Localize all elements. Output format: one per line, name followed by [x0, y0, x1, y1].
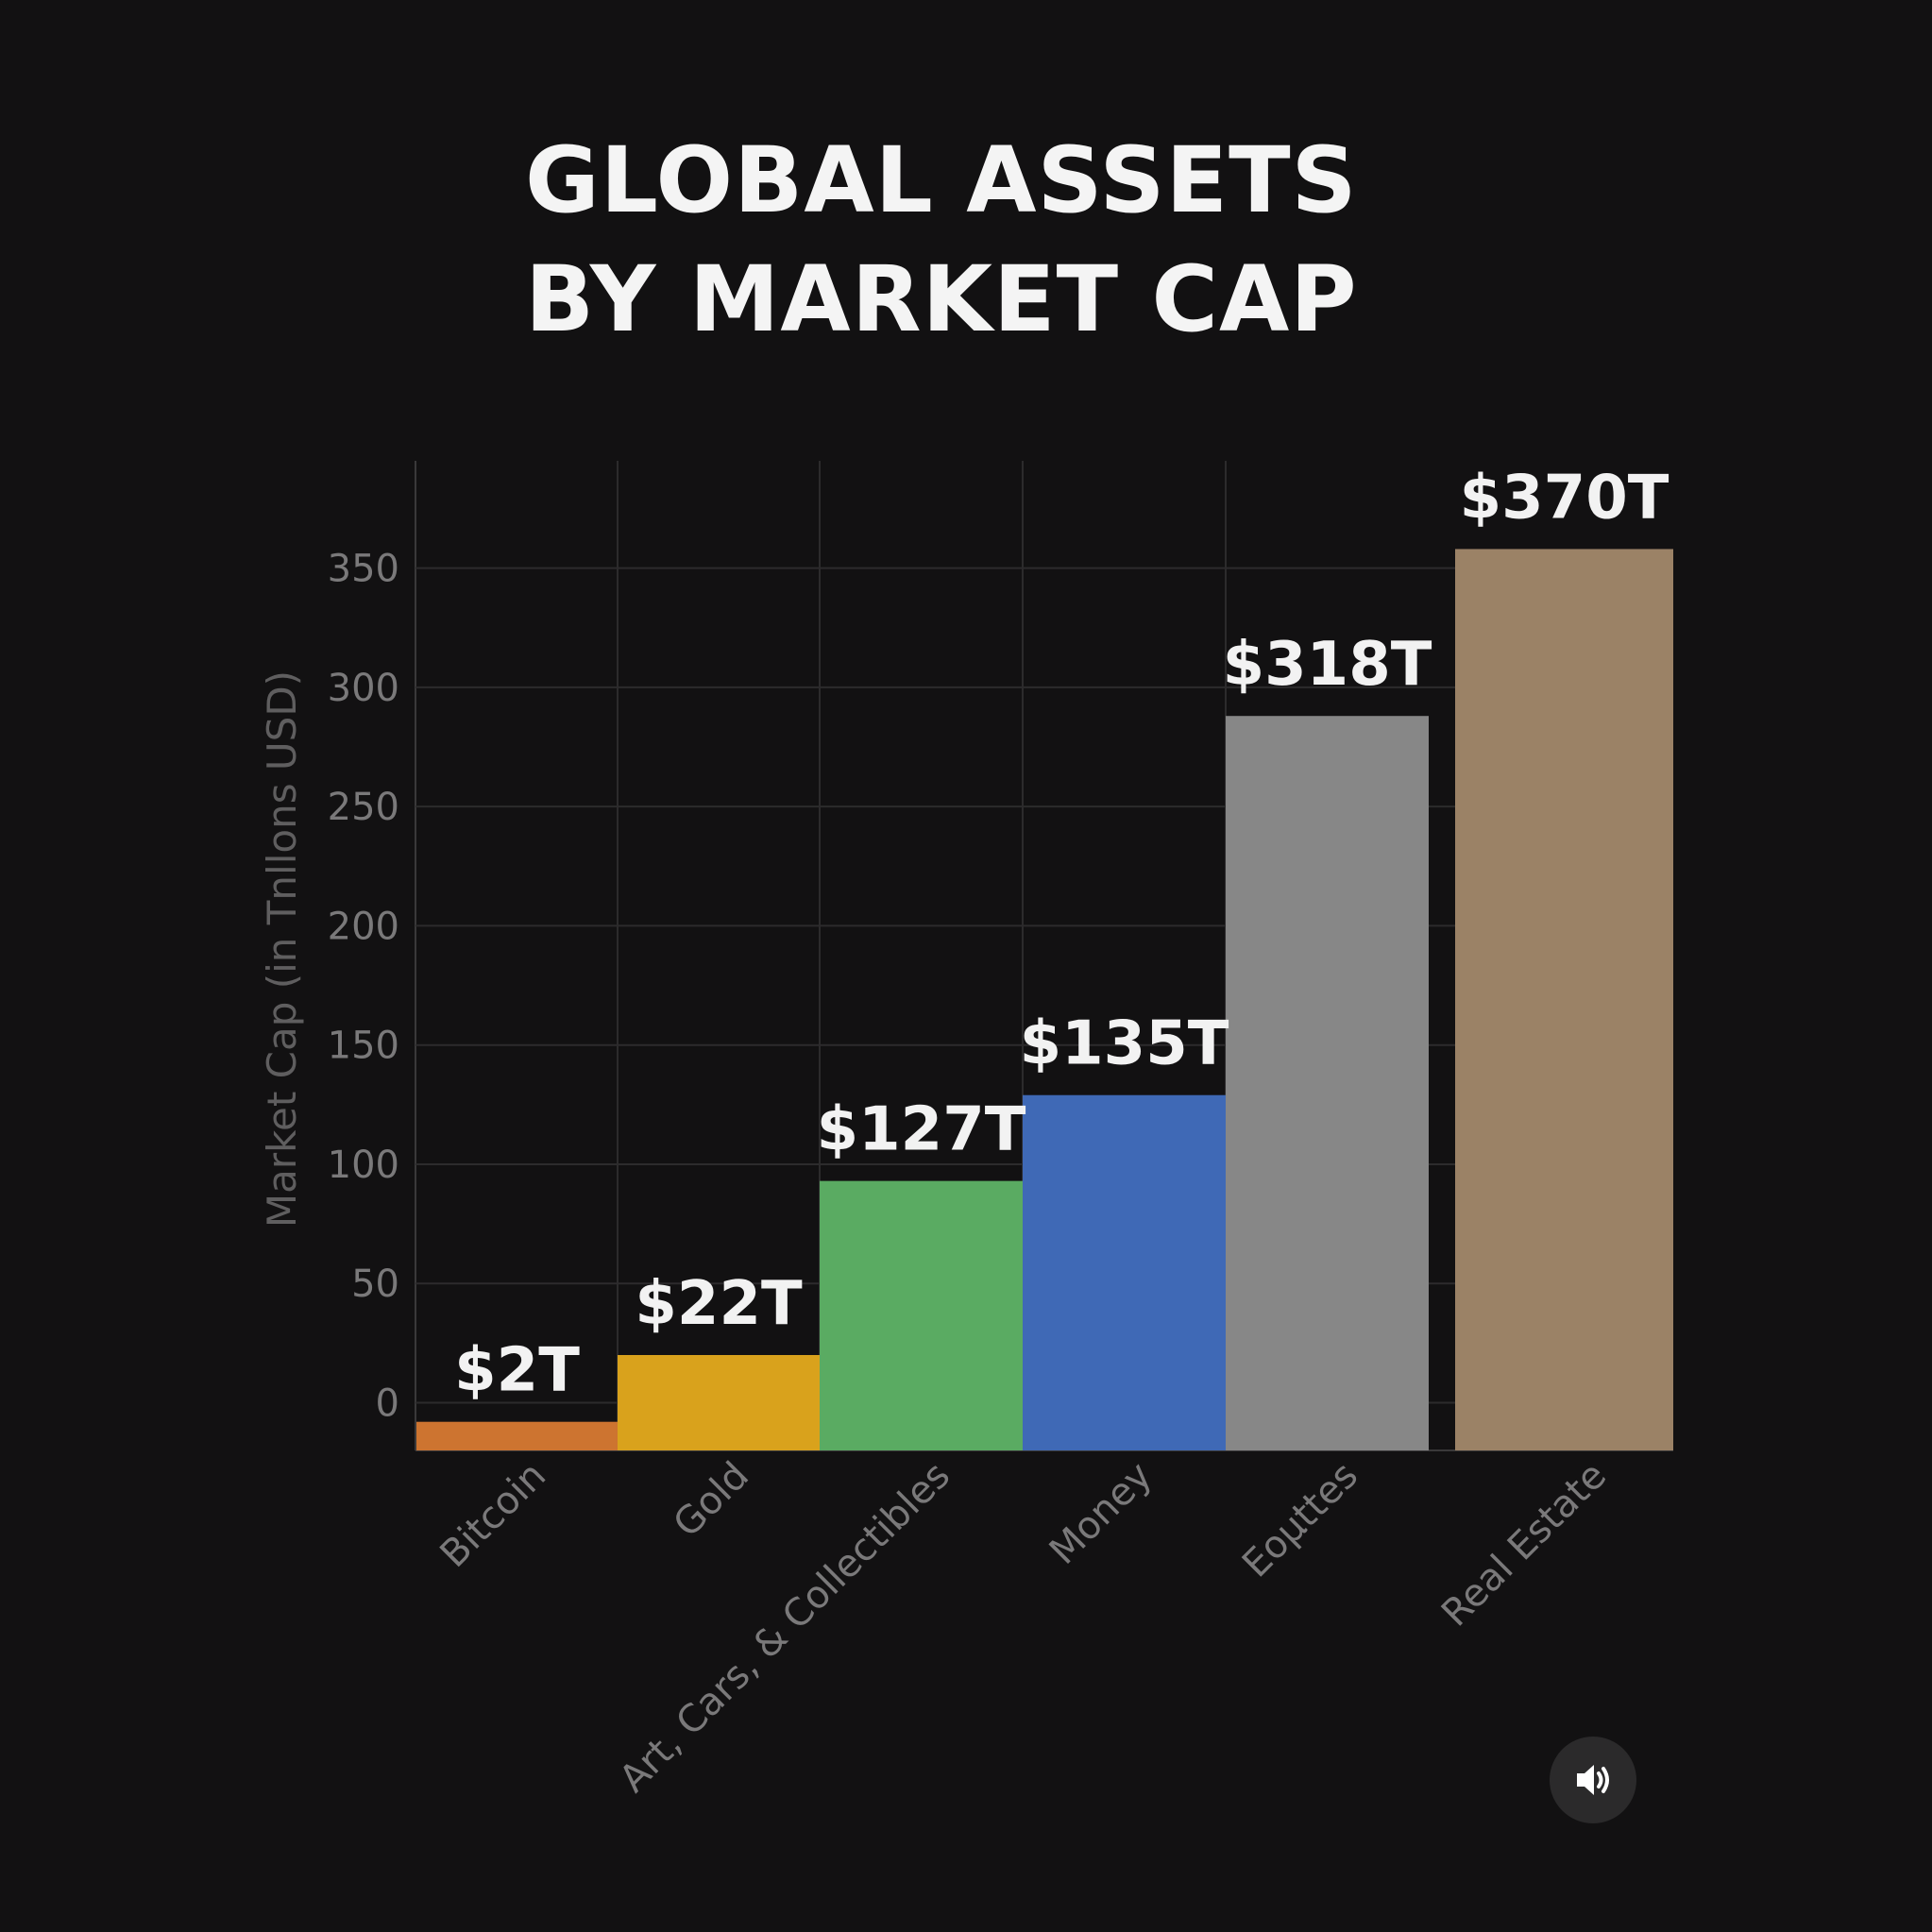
bar-gold	[618, 1354, 820, 1450]
x-tick-label: Eoµttes	[1234, 1454, 1366, 1586]
x-tick-label: Bitcoin	[432, 1454, 555, 1577]
y-tick-label: 0	[376, 1381, 399, 1425]
y-tick-label: 350	[328, 548, 399, 591]
speaker-volume-icon	[1577, 1765, 1609, 1795]
y-tick-label: 300	[328, 667, 399, 710]
data-label: $370T	[1460, 463, 1669, 533]
data-label: $135T	[1020, 1009, 1229, 1079]
data-label: $2T	[454, 1336, 580, 1406]
data-label: $22T	[635, 1269, 803, 1339]
y-tick-label: 200	[328, 905, 399, 948]
bar-bitcoin	[416, 1421, 618, 1450]
x-tick-label: Real Estate	[1433, 1454, 1615, 1635]
x-tick-label: Art, Cars, & Collectibles	[611, 1454, 958, 1802]
data-labels: $2T $22T $127T $135T $318T $370T	[454, 463, 1669, 1405]
chart-title: GLOBAL ASSETS BY MARKET CAP	[525, 121, 1358, 359]
chart-title-line-1: GLOBAL ASSETS	[525, 127, 1358, 233]
x-tick-label: Gold	[666, 1454, 758, 1547]
bar-eo-ttes	[1226, 716, 1429, 1450]
y-axis-ticks: 0 50 100 150 200 250 300 350	[328, 548, 399, 1426]
bar-art-cars-collectibles	[820, 1180, 1023, 1450]
data-label: $318T	[1223, 630, 1432, 700]
data-label: $127T	[817, 1095, 1026, 1165]
bar-money	[1023, 1094, 1226, 1450]
y-tick-label: 150	[328, 1025, 399, 1068]
sound-toggle-button[interactable]	[1550, 1737, 1636, 1823]
y-tick-label: 250	[328, 786, 399, 829]
bars	[416, 549, 1673, 1450]
y-tick-label: 50	[351, 1263, 399, 1306]
y-tick-label: 100	[328, 1144, 399, 1187]
bar-real-estate	[1455, 549, 1673, 1450]
y-axis-label: Market Cap (in Tnllons USD)	[259, 670, 305, 1228]
chart-title-line-2: BY MARKET CAP	[525, 246, 1358, 352]
x-tick-label: Money	[1042, 1454, 1161, 1573]
